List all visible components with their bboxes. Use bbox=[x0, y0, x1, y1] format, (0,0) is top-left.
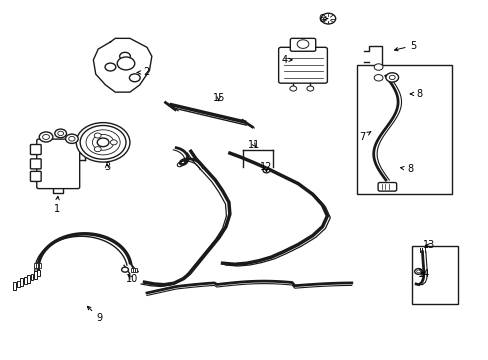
Circle shape bbox=[97, 138, 109, 147]
Text: 14: 14 bbox=[417, 269, 429, 279]
Circle shape bbox=[388, 75, 394, 80]
Bar bbox=[135, 267, 136, 272]
Bar bbox=[356, 65, 451, 194]
Circle shape bbox=[321, 13, 335, 24]
Circle shape bbox=[120, 52, 130, 60]
Circle shape bbox=[55, 129, 66, 138]
Circle shape bbox=[306, 86, 313, 91]
Text: 4: 4 bbox=[282, 55, 291, 65]
Bar bbox=[37, 270, 40, 276]
Circle shape bbox=[129, 74, 140, 82]
Text: 8: 8 bbox=[400, 164, 412, 174]
FancyBboxPatch shape bbox=[37, 139, 80, 189]
Bar bbox=[27, 275, 30, 283]
Circle shape bbox=[289, 86, 296, 91]
Text: 2: 2 bbox=[137, 67, 149, 77]
Circle shape bbox=[94, 147, 101, 152]
Bar bbox=[23, 277, 26, 284]
Circle shape bbox=[373, 75, 382, 81]
Text: 15: 15 bbox=[212, 93, 224, 103]
Bar bbox=[30, 274, 33, 280]
Text: 7: 7 bbox=[359, 132, 370, 142]
Bar bbox=[39, 263, 41, 268]
Circle shape bbox=[86, 130, 120, 155]
Text: 6: 6 bbox=[318, 14, 327, 24]
Text: 13: 13 bbox=[422, 240, 434, 250]
Circle shape bbox=[92, 134, 114, 150]
Bar bbox=[36, 263, 38, 268]
Bar bbox=[17, 281, 20, 287]
Circle shape bbox=[263, 168, 269, 173]
Circle shape bbox=[122, 267, 128, 272]
Bar bbox=[34, 271, 37, 279]
Circle shape bbox=[110, 140, 117, 145]
Bar bbox=[131, 267, 132, 272]
Bar bbox=[14, 282, 16, 290]
Circle shape bbox=[105, 63, 116, 71]
Text: 5: 5 bbox=[394, 41, 416, 51]
Bar bbox=[34, 263, 36, 268]
Circle shape bbox=[76, 123, 130, 162]
Circle shape bbox=[373, 64, 382, 70]
Bar bbox=[133, 267, 134, 272]
Circle shape bbox=[94, 133, 101, 138]
Circle shape bbox=[39, 132, 53, 142]
FancyBboxPatch shape bbox=[290, 39, 315, 51]
Text: 9: 9 bbox=[87, 306, 102, 323]
Circle shape bbox=[42, 134, 49, 139]
Circle shape bbox=[416, 270, 420, 273]
Circle shape bbox=[385, 73, 398, 82]
Bar bbox=[411, 246, 457, 304]
Circle shape bbox=[58, 131, 63, 135]
FancyBboxPatch shape bbox=[278, 47, 327, 83]
Text: 3: 3 bbox=[104, 162, 110, 172]
Circle shape bbox=[80, 126, 126, 159]
FancyBboxPatch shape bbox=[30, 159, 41, 169]
Text: 11: 11 bbox=[247, 140, 260, 150]
FancyBboxPatch shape bbox=[30, 171, 41, 181]
Circle shape bbox=[69, 136, 75, 141]
Text: 10: 10 bbox=[126, 274, 138, 284]
Text: 12: 12 bbox=[260, 162, 272, 172]
Text: 1: 1 bbox=[54, 197, 60, 214]
Circle shape bbox=[414, 269, 422, 274]
FancyBboxPatch shape bbox=[30, 144, 41, 154]
Circle shape bbox=[117, 57, 135, 70]
Circle shape bbox=[65, 134, 78, 143]
FancyBboxPatch shape bbox=[377, 183, 396, 191]
Bar bbox=[20, 278, 23, 286]
Circle shape bbox=[297, 40, 308, 48]
Text: 8: 8 bbox=[409, 89, 421, 99]
